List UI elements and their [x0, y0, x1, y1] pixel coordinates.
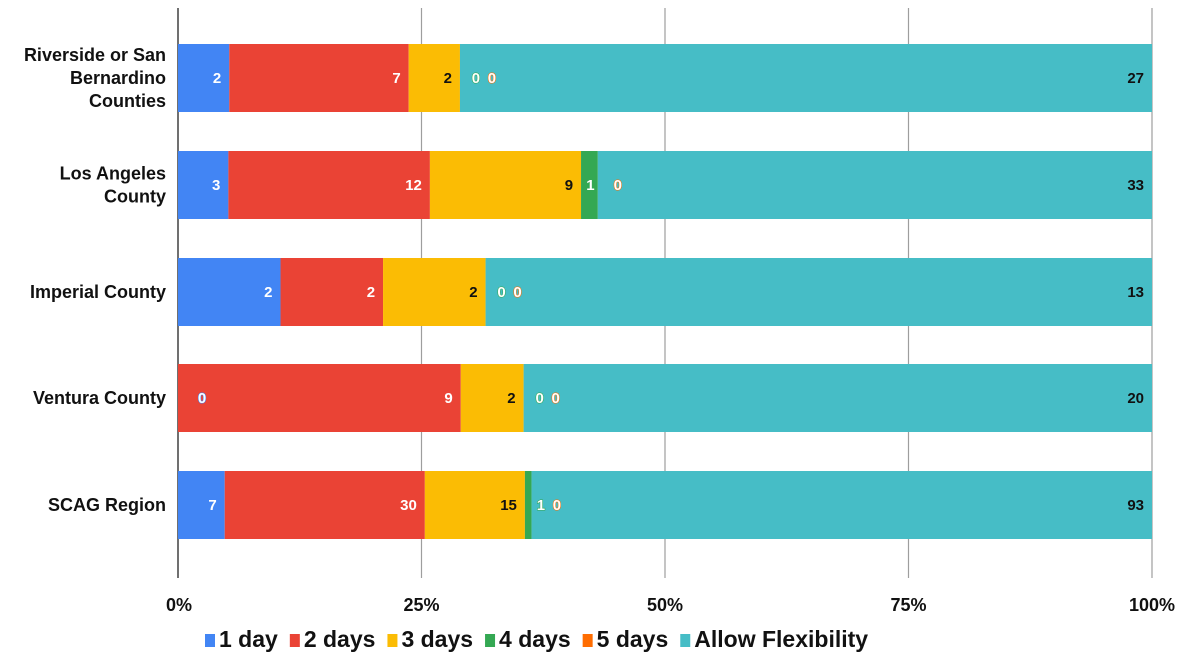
data-label: 2: [469, 284, 477, 301]
bar-segment: [228, 151, 430, 219]
data-label: 0: [198, 390, 206, 407]
legend-label: 4 days: [499, 626, 571, 652]
bar-segment: [408, 44, 460, 112]
bar-segment: [178, 151, 229, 219]
category-label-line: Counties: [89, 91, 166, 111]
x-tick-label: 0%: [166, 595, 192, 615]
data-label: 2: [507, 390, 515, 407]
data-label: 1: [586, 177, 594, 194]
bar-segment: [485, 258, 1152, 326]
data-label: 0: [551, 390, 559, 407]
x-tick-label: 25%: [403, 595, 439, 615]
data-label: 2: [367, 284, 375, 301]
x-axis-ticks: 0% 25% 50% 75% 100%: [166, 595, 1175, 615]
data-label: 27: [1127, 70, 1144, 87]
bar-segment: [224, 471, 425, 539]
bar-segment: [178, 258, 281, 326]
data-label: 3: [212, 177, 220, 194]
data-label: 12: [405, 177, 422, 194]
bar-segment: [424, 471, 525, 539]
data-label: 33: [1127, 177, 1144, 194]
bar-segment: [581, 151, 598, 219]
legend-label: 5 days: [597, 626, 669, 652]
category-label-line: Ventura County: [33, 388, 166, 408]
category-label-line: Los Angeles: [60, 164, 166, 184]
bar-segment: [178, 44, 230, 112]
legend-swatch: [205, 634, 215, 647]
data-label: 13: [1127, 284, 1144, 301]
data-label: 9: [565, 177, 573, 194]
data-label: 20: [1127, 390, 1144, 407]
bar-segment: [178, 471, 225, 539]
category-label: SCAG Region: [48, 495, 166, 515]
category-label: Imperial County: [30, 282, 166, 302]
category-label-line: Bernardino: [70, 68, 166, 88]
data-label: 0: [488, 70, 496, 87]
data-label: 0: [497, 284, 505, 301]
data-label: 93: [1127, 497, 1144, 514]
bar-segment: [429, 151, 582, 219]
legend: 1 day 2 days 3 days 4 days 5 days Allow Flexi…: [205, 626, 868, 652]
legend-swatch: [387, 634, 398, 647]
bar-segment: [524, 471, 532, 539]
data-label: 15: [500, 497, 517, 514]
bar-segment: [597, 151, 1152, 219]
legend-swatch: [680, 634, 691, 647]
category-label-line: Riverside or San: [24, 45, 166, 65]
data-label: 2: [213, 70, 221, 87]
legend-label: Allow Flexibility: [694, 626, 868, 652]
bar-segment: [383, 258, 486, 326]
category-label: Los Angeles County: [60, 164, 166, 207]
category-label: Ventura County: [33, 388, 166, 408]
data-label: 0: [614, 177, 622, 194]
category-label-line: SCAG Region: [48, 495, 166, 515]
bar-segment: [229, 44, 409, 112]
legend-label: 2 days: [304, 626, 376, 652]
data-label: 2: [444, 70, 452, 87]
data-label: 30: [400, 497, 417, 514]
category-labels: Riverside or San Bernardino Counties Los An…: [24, 45, 166, 515]
category-label-line: Imperial County: [30, 282, 166, 302]
bar-segment: [523, 364, 1152, 432]
legend-label: 3 days: [401, 626, 473, 652]
category-label: Riverside or San Bernardino Counties: [24, 45, 166, 111]
category-label-line: County: [104, 187, 166, 207]
legend-swatch: [485, 634, 496, 647]
bar-segment: [459, 44, 1152, 112]
bars: [178, 44, 1152, 539]
data-label: 7: [208, 497, 216, 514]
bar-segment: [531, 471, 1152, 539]
data-label: 1: [537, 497, 545, 514]
bar-segment: [460, 364, 524, 432]
data-label: 0: [553, 497, 561, 514]
data-label: 7: [392, 70, 400, 87]
data-label: 0: [535, 390, 543, 407]
data-label: 9: [444, 390, 452, 407]
bar-segment: [178, 364, 461, 432]
x-tick-label: 100%: [1129, 595, 1175, 615]
data-label: 0: [513, 284, 521, 301]
data-label: 2: [264, 284, 272, 301]
x-tick-label: 75%: [890, 595, 926, 615]
x-tick-label: 50%: [647, 595, 683, 615]
data-labels: 2 7 2 0 0 273 12 9 1 0 332 2 2 0 0 130 9 2 0 0 207 30 15 1 0 93: [197, 69, 1144, 514]
bar-segment: [280, 258, 384, 326]
legend-swatch: [289, 634, 300, 647]
legend-label: 1 day: [219, 626, 278, 652]
legend-swatch: [582, 634, 593, 647]
data-label: 0: [472, 70, 480, 87]
